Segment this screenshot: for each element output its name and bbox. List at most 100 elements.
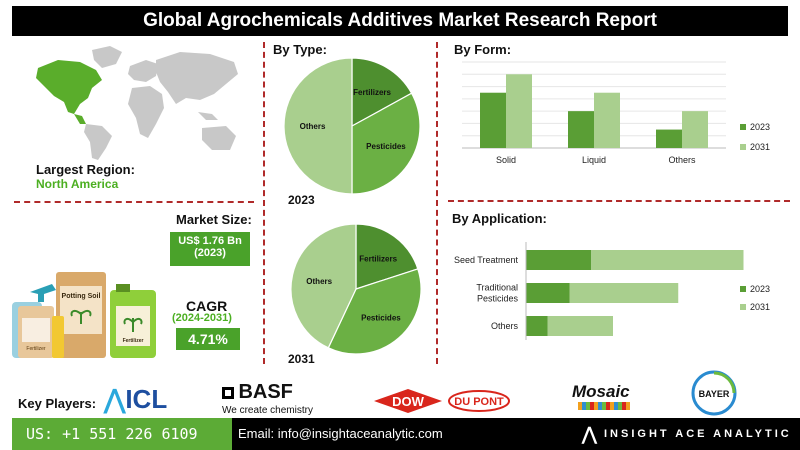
yellow-bottle <box>52 316 64 358</box>
form-bar-liquid-2023 <box>568 111 594 148</box>
application-legend-swatch-2031 <box>740 304 746 310</box>
basf-tagline: We create chemistry <box>222 405 313 416</box>
market-size-year: (2023) <box>194 247 226 259</box>
form-bar-solid-2031 <box>506 74 532 148</box>
divider-right <box>436 42 438 364</box>
basf-logo: BASF We create chemistry <box>222 381 313 416</box>
pie-2023-label-fertilizers: Fertilizers <box>353 88 391 97</box>
mosaic-logo: Mosaic <box>572 382 630 410</box>
application-bar-traditional-pesticides-2023 <box>526 283 570 303</box>
pie-chart-2031: Fertilizers Pesticides Others <box>290 223 422 355</box>
mosaic-stripes-icon <box>578 402 630 410</box>
application-category-seed-treatment-0: Seed Treatment <box>454 255 519 265</box>
mosaic-text: Mosaic <box>572 382 630 401</box>
by-type-title: By Type: <box>273 42 327 57</box>
box-label: Potting Soil <box>62 293 101 300</box>
pie-2031-slice-others <box>290 223 357 349</box>
dupont-logo: DU PONT <box>448 390 510 412</box>
form-bar-others-2023 <box>656 129 682 148</box>
form-category-liquid: Liquid <box>582 155 606 165</box>
products-illustration: Fertilizer Potting Soil Fertilizer <box>12 272 156 358</box>
basf-text: BASF <box>238 381 293 403</box>
pie-2023-label-pesticides: Pesticides <box>366 142 406 151</box>
icl-logo: ⋀ICL <box>104 384 167 415</box>
form-bar-liquid-2031 <box>594 92 620 148</box>
pie-2031-label-pesticides: Pesticides <box>361 313 401 322</box>
map-australia <box>202 126 236 150</box>
form-category-others: Others <box>668 155 696 165</box>
form-bar-others-2031 <box>682 111 708 148</box>
can-plant-icon <box>123 317 143 332</box>
pie-2031-label-fertilizers: Fertilizers <box>359 255 397 264</box>
can-label: Fertilizer <box>123 338 144 344</box>
icl-mark-icon: ⋀ <box>104 384 126 414</box>
application-category-traditional-pesticides-0: Traditional <box>476 283 518 293</box>
market-size-value: US$ 1.76 Bn <box>178 235 242 247</box>
dow-text: DOW <box>392 394 425 409</box>
application-legend-swatch-2023 <box>740 286 746 292</box>
largest-region-label: Largest Region: <box>36 162 135 177</box>
pie-chart-2023: Fertilizers Pesticides Others <box>283 57 421 195</box>
brand-logo-icon: ⋀ <box>582 424 597 444</box>
map-south-america <box>84 124 112 160</box>
bag-label: Fertilizer <box>26 346 46 352</box>
market-size-box: US$ 1.76 Bn (2023) <box>170 232 250 266</box>
map-africa <box>128 86 164 138</box>
bayer-logo: BAYER <box>691 370 737 416</box>
form-legend-label-2031: 2031 <box>750 142 770 152</box>
map-north-america <box>36 60 102 114</box>
cagr-period: (2024-2031) <box>172 312 232 324</box>
application-category-traditional-pesticides-1: Pesticides <box>477 294 519 304</box>
pie-2023-label-others: Others <box>300 122 326 131</box>
divider-right-horizontal <box>448 200 790 202</box>
pie-2023-slice-pesticides <box>351 92 421 195</box>
pie-2023-slice-fertilizers <box>351 57 413 128</box>
footer-email[interactable]: Email: info@insightaceanalytic.com <box>238 426 443 441</box>
pie-2031-label-others: Others <box>306 277 332 286</box>
application-bar-seed-treatment-2023 <box>526 250 592 270</box>
application-bar-others-2031 <box>547 316 613 336</box>
pie-2031-slice-pesticides <box>327 268 422 355</box>
pie-2031-slice-fertilizers <box>355 223 419 290</box>
form-category-solid: Solid <box>496 155 516 165</box>
application-category-others-0: Others <box>491 321 519 331</box>
map-asia <box>156 52 238 104</box>
largest-region-value: North America <box>36 177 119 191</box>
form-bar-solid-2023 <box>480 92 506 148</box>
bayer-text: BAYER <box>699 389 730 399</box>
application-legend-label-2031: 2031 <box>750 302 770 312</box>
divider-left-horizontal <box>14 201 254 203</box>
pie-2031-year: 2031 <box>288 352 315 366</box>
dow-logo: DOW <box>374 389 442 413</box>
cagr-value: 4.71% <box>176 328 240 350</box>
application-bar-traditional-pesticides-2031 <box>569 283 679 303</box>
icl-text: ICL <box>125 384 168 414</box>
footer-bar: Email: info@insightaceanalytic.com ⋀ INS… <box>232 418 800 450</box>
footer-brand: INSIGHT ACE ANALYTIC <box>604 428 792 440</box>
sprayer-icon <box>30 284 56 302</box>
divider-left <box>263 42 265 364</box>
form-legend-swatch-2023 <box>740 124 746 130</box>
pie-2023-year: 2023 <box>288 193 315 207</box>
pie-2023-slice-others <box>283 57 353 195</box>
cagr-label: CAGR <box>186 298 228 314</box>
by-application-title: By Application: <box>452 211 547 226</box>
market-size-label: Market Size: <box>176 212 252 227</box>
map-central-america <box>74 114 86 124</box>
world-map <box>36 46 238 160</box>
footer-phone[interactable]: US: +1 551 226 6109 <box>12 418 232 450</box>
by-form-chart: Solid Liquid Others 2023 2031 <box>462 61 770 165</box>
application-legend-label-2023: 2023 <box>750 284 770 294</box>
form-legend-label-2023: 2023 <box>750 122 770 132</box>
key-players-label: Key Players: <box>18 396 97 411</box>
basf-square-icon <box>222 386 234 399</box>
by-form-title: By Form: <box>454 42 512 57</box>
dupont-text: DU PONT <box>454 396 504 408</box>
application-bar-seed-treatment-2031 <box>591 250 744 270</box>
application-bar-others-2023 <box>526 316 548 336</box>
form-legend-swatch-2031 <box>740 144 746 150</box>
map-europe <box>128 60 158 82</box>
report-title: Global Agrochemicals Additives Market Re… <box>12 6 788 36</box>
seedling-icon <box>70 309 92 324</box>
